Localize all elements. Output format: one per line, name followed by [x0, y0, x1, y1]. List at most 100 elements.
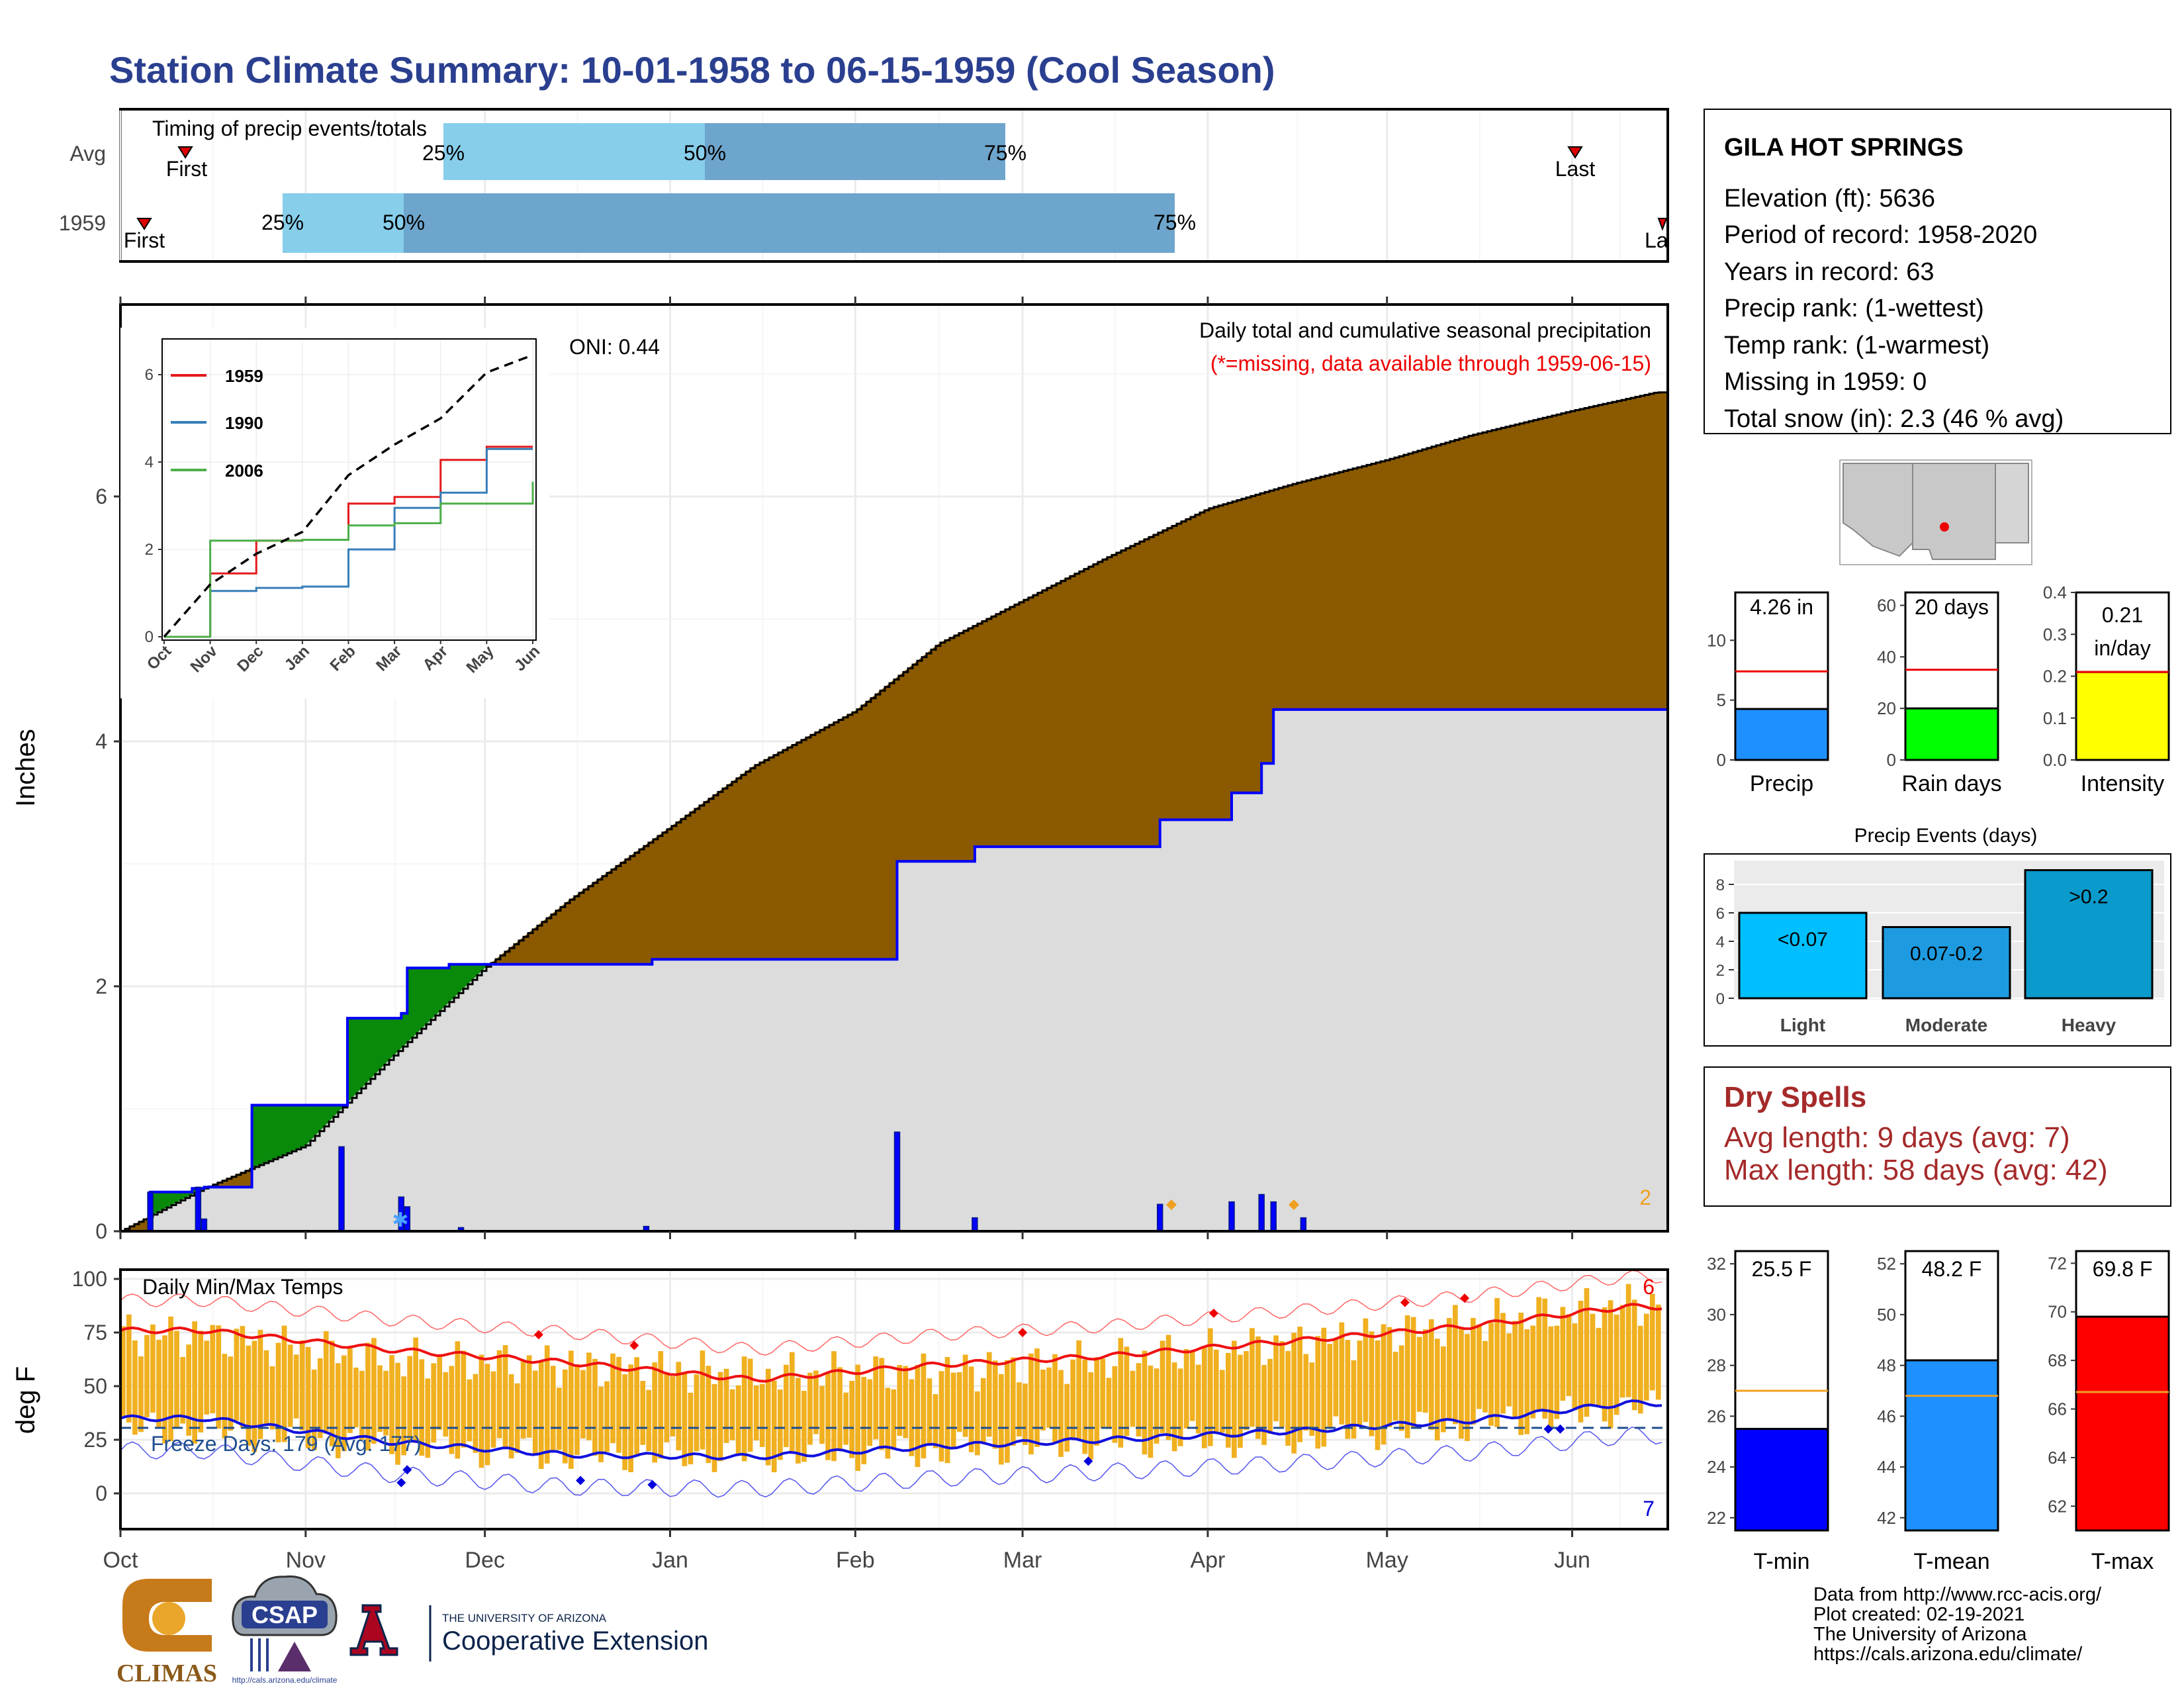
- temp-day-bar: [1422, 1329, 1428, 1413]
- temp-summary-bars: 22 24 26 28 30 32 25.5 F T-min 42 44 46 48 50 52 48.2 …: [1707, 1250, 2170, 1574]
- temp-day-bar: [1142, 1350, 1148, 1455]
- temp-day-bar: [353, 1368, 359, 1428]
- inset-y-tick-label: 2: [145, 541, 154, 559]
- inset-frame: [161, 338, 537, 641]
- daily-precip-bar: [1300, 1217, 1307, 1232]
- record-markers: [396, 1293, 1565, 1490]
- temp-day-bar: [753, 1385, 759, 1441]
- temp-day-bar: [831, 1351, 837, 1462]
- temp-day-bar: [1369, 1331, 1375, 1436]
- temp-day-bar: [1339, 1322, 1345, 1425]
- temp-day-bar: [550, 1366, 556, 1450]
- temp-day-bar: [956, 1372, 962, 1432]
- temp-day-bar: [1148, 1365, 1154, 1458]
- temp-day-bar: [694, 1374, 700, 1452]
- timing-panel: Timing of precip events/totals Avg 1959 …: [59, 108, 1669, 263]
- temp-day-bar: [790, 1352, 795, 1452]
- avg-first-marker: [177, 146, 193, 159]
- temp-day-bar: [336, 1363, 341, 1458]
- temp-summary-y-tick-label: 52: [1877, 1254, 1896, 1274]
- temp-day-bar: [1040, 1370, 1046, 1430]
- above-avg-area: [120, 392, 1668, 1231]
- temp-day-bar: [1512, 1321, 1518, 1419]
- temp-day-bar: [1357, 1340, 1363, 1426]
- temp-day-bar: [1518, 1313, 1524, 1435]
- station-name: GILA HOT SPRINGS: [1724, 134, 1964, 162]
- temp-day-bar: [741, 1356, 747, 1462]
- temp-day-bar: [999, 1374, 1004, 1465]
- temp-day-bar: [1315, 1336, 1321, 1449]
- precip-caption: Daily total and cumulative seasonal prec…: [1199, 318, 1651, 342]
- daily-precip-bar: [893, 1131, 901, 1232]
- temp-summary-y-tick-label: 26: [1707, 1406, 1726, 1426]
- temp-summary-value: 25.5 F: [1752, 1257, 1812, 1281]
- events-bar: [1738, 912, 1868, 1000]
- summary-y-tick-label: 0.1: [2043, 708, 2067, 728]
- temp-day-bar: [1201, 1346, 1207, 1448]
- daily-precip-bar: [1258, 1194, 1265, 1232]
- record-low-marker: [1543, 1424, 1553, 1434]
- temp-day-bar: [580, 1370, 586, 1438]
- temp-day-bar: [1578, 1301, 1584, 1423]
- csap-mountain: [278, 1642, 311, 1671]
- temp-day-bar: [269, 1366, 275, 1430]
- temp-day-bar: [1560, 1307, 1566, 1401]
- temp-day-bar: [1309, 1362, 1315, 1436]
- temp-day-bar: [592, 1358, 598, 1456]
- temp-day-bar: [1017, 1382, 1022, 1436]
- temp-summary-label: T-max: [2091, 1549, 2154, 1574]
- temp-day-bar: [1500, 1313, 1506, 1414]
- temp-day-bar: [120, 1326, 126, 1417]
- temp-day-bar: [1441, 1346, 1446, 1432]
- temp-day-bar: [825, 1373, 831, 1460]
- tmin-record-line: [120, 1427, 1662, 1498]
- x-tick-label: Oct: [103, 1548, 138, 1573]
- tmax-record-line: [120, 1270, 1662, 1356]
- temp-summary-y-tick-label: 44: [1877, 1457, 1896, 1477]
- temp-day-bar: [735, 1385, 741, 1454]
- temp-day-bar: [1548, 1326, 1554, 1428]
- events-bar-tag: >0.2: [2069, 886, 2108, 908]
- x-tick-label: May: [1366, 1548, 1408, 1573]
- record-high-marker: [629, 1340, 639, 1350]
- temp-day-bar: [1596, 1327, 1602, 1407]
- temp-day-bar: [778, 1389, 783, 1460]
- temp-summary-value: 69.8 F: [2093, 1257, 2153, 1281]
- temp-day-bar: [437, 1356, 443, 1430]
- temp-summary-label: T-min: [1754, 1549, 1810, 1574]
- temp-day-bar: [1046, 1367, 1052, 1428]
- timing-title: Timing of precip events/totals: [152, 117, 427, 140]
- temp-day-bar: [520, 1360, 526, 1439]
- record-high-marker: [1460, 1293, 1470, 1303]
- temp-day-bar: [1602, 1307, 1608, 1422]
- x-tick-label: Dec: [465, 1548, 504, 1573]
- temp-day-bar: [915, 1365, 921, 1468]
- csap-logo: CSAP http://cals.arizona.edu/climate: [232, 1575, 338, 1685]
- avg-p25-label: 25%: [422, 141, 465, 165]
- snow-count: 2: [1639, 1186, 1651, 1209]
- temp-day-bar: [1273, 1335, 1279, 1422]
- record-low-marker: [396, 1477, 406, 1487]
- x-tick-label: Nov: [286, 1548, 326, 1573]
- summary-value: in/day: [2094, 636, 2150, 660]
- temp-day-bar: [216, 1325, 222, 1429]
- temp-day-bar: [1005, 1360, 1010, 1463]
- summary-y-tick-label: 0.2: [2043, 667, 2067, 686]
- temp-day-bar: [275, 1342, 281, 1442]
- record-high-marker: [1208, 1308, 1218, 1318]
- temp-day-bar: [1285, 1350, 1291, 1446]
- temp-day-bar: [1608, 1300, 1614, 1429]
- station-location-dot: [1940, 522, 1949, 532]
- temp-day-bar: [1232, 1340, 1237, 1458]
- temp-day-bar: [1387, 1327, 1392, 1427]
- y1959-last-label: La: [1645, 228, 1668, 252]
- temp-day-bar: [610, 1353, 615, 1444]
- map-state-new-mexico: [1912, 463, 1996, 560]
- events-y-tick-label: 4: [1716, 933, 1725, 951]
- summary-value: 4.26 in: [1750, 595, 1813, 619]
- temp-day-bar: [281, 1325, 287, 1442]
- events-bar-tag: <0.07: [1778, 929, 1828, 951]
- temp-day-bar: [311, 1370, 317, 1450]
- temp-day-bar: [1070, 1359, 1075, 1439]
- temp-day-bar: [204, 1340, 210, 1415]
